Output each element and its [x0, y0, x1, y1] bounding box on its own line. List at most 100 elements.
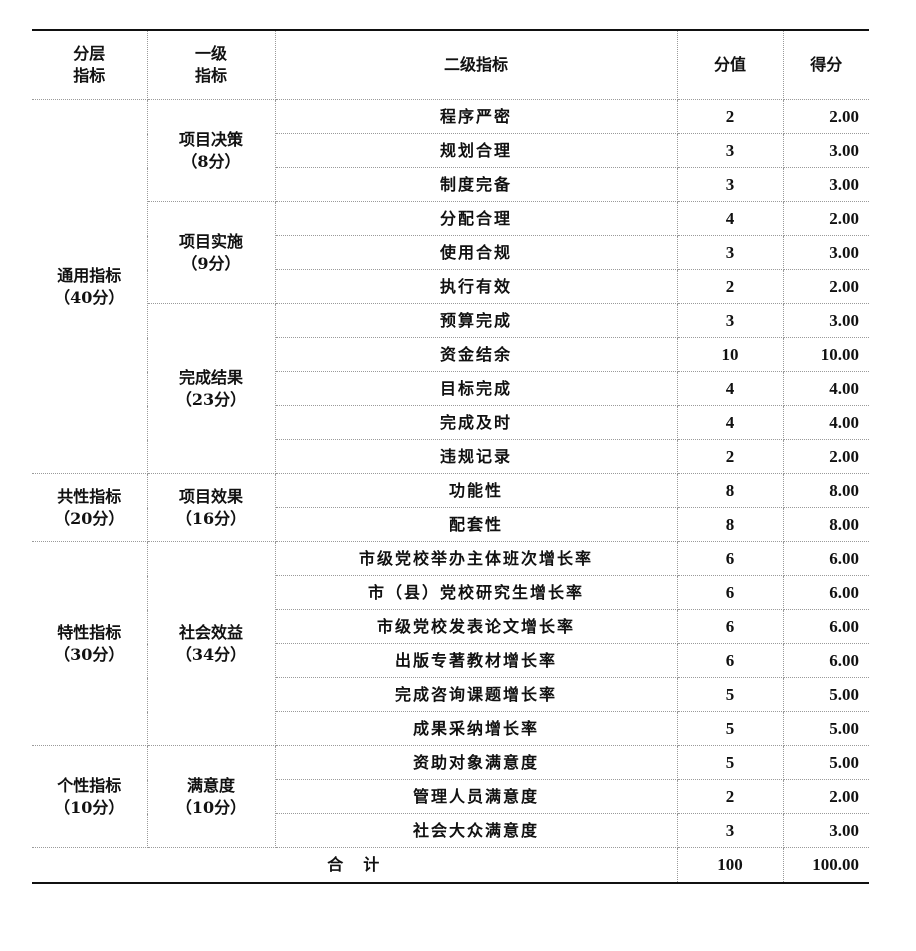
level2-indicator-cell: 出版专著教材增长率 — [275, 643, 678, 678]
table-row: 规划合理 3 3.00 — [32, 133, 869, 168]
score-cell: 2.00 — [782, 779, 869, 814]
points-cell: 3 — [676, 167, 784, 202]
level2-indicator-cell: 完成咨询课题增长率 — [275, 677, 678, 712]
score-cell: 5.00 — [782, 711, 869, 746]
score-cell: 2.00 — [782, 99, 869, 134]
level1-cell: 项目决策 （8分） — [146, 99, 276, 202]
table-row: 使用合规 3 3.00 — [32, 235, 869, 270]
layer-cell: 共性指标 （20分） — [32, 473, 148, 542]
table-row: 个性指标 （10分） 满意度 （10分） 资助对象满意度 5 5.00 — [32, 745, 869, 848]
level1-cell: 满意度 （10分） — [146, 745, 276, 848]
score-cell: 6.00 — [782, 575, 869, 610]
points-cell: 6 — [676, 541, 784, 576]
points-cell: 2 — [676, 439, 784, 474]
layer-cell: 特性指标 （30分） — [32, 541, 148, 746]
score-cell: 3.00 — [782, 167, 869, 202]
score-cell: 4.00 — [782, 371, 869, 406]
score-cell: 6.00 — [782, 609, 869, 644]
table-row: 管理人员满意度 2 2.00 — [32, 779, 869, 814]
table-row: 配套性 8 8.00 — [32, 507, 869, 542]
points-cell: 6 — [676, 575, 784, 610]
points-cell: 3 — [676, 303, 784, 338]
level2-indicator-cell: 违规记录 — [275, 439, 678, 474]
points-cell: 5 — [676, 711, 784, 746]
level2-indicator-cell: 功能性 — [274, 473, 678, 508]
points-cell: 4 — [676, 405, 784, 440]
header-score: 得分 — [782, 29, 869, 100]
level2-indicator-cell: 市级党校发表论文增长率 — [275, 609, 678, 644]
score-cell: 3.00 — [782, 303, 869, 338]
total-label: 合 计 — [32, 847, 678, 884]
table-row: 完成结果 （23分） 预算完成 3 3.00 — [32, 303, 869, 474]
header-layer: 分层 指标 — [32, 29, 148, 100]
table-row: 通用指标 （40分） 项目决策 （8分） 程序严密 2 2.00 — [32, 99, 869, 474]
level2-indicator-cell: 市级党校举办主体班次增长率 — [274, 541, 678, 576]
points-cell: 4 — [676, 371, 784, 406]
table-row: 违规记录 2 2.00 — [32, 439, 869, 474]
header-points: 分值 — [676, 29, 784, 100]
level2-indicator-cell: 预算完成 — [274, 303, 678, 338]
level2-indicator-cell: 分配合理 — [274, 201, 678, 236]
header-level1: 一级 指标 — [146, 29, 276, 100]
level2-indicator-cell: 配套性 — [275, 507, 678, 542]
table-row: 特性指标 （30分） 社会效益 （34分） 市级党校举办主体班次增长率 6 6.00 — [32, 541, 869, 746]
level2-indicator-cell: 管理人员满意度 — [275, 779, 678, 814]
score-cell: 8.00 — [782, 473, 869, 508]
layer-cell: 通用指标 （40分） — [32, 99, 148, 474]
level2-indicator-cell: 目标完成 — [275, 371, 678, 406]
score-cell: 2.00 — [782, 439, 869, 474]
score-cell: 6.00 — [782, 541, 869, 576]
points-cell: 4 — [676, 201, 784, 236]
points-cell: 10 — [676, 337, 784, 372]
level1-cell: 完成结果 （23分） — [147, 303, 276, 474]
level1-cell: 项目效果 （16分） — [146, 473, 276, 542]
table-row: 目标完成 4 4.00 — [32, 371, 869, 406]
table-row: 执行有效 2 2.00 — [32, 269, 869, 304]
points-cell: 5 — [676, 677, 784, 712]
table-row: 市（县）党校研究生增长率 6 6.00 — [32, 575, 869, 610]
score-cell: 6.00 — [782, 643, 869, 678]
points-cell: 8 — [676, 507, 784, 542]
score-cell: 5.00 — [782, 745, 869, 780]
points-cell: 3 — [676, 235, 784, 270]
points-cell: 2 — [676, 99, 784, 134]
points-cell: 2 — [676, 779, 784, 814]
level2-indicator-cell: 程序严密 — [274, 99, 678, 134]
level2-indicator-cell: 资金结余 — [275, 337, 678, 372]
score-cell: 4.00 — [782, 405, 869, 440]
score-cell: 5.00 — [782, 677, 869, 712]
level2-indicator-cell: 市（县）党校研究生增长率 — [275, 575, 678, 610]
performance-score-table: 分层 指标 一级 指标 二级指标 分值 得分 通用指标 （40分） 项目决策 （8… — [32, 29, 869, 884]
level2-indicator-cell: 成果采纳增长率 — [275, 711, 678, 746]
table-row: 市级党校发表论文增长率 6 6.00 — [32, 609, 869, 644]
points-cell: 3 — [676, 813, 784, 848]
total-score: 100.00 — [782, 847, 869, 884]
table-row: 完成咨询课题增长率 5 5.00 — [32, 677, 869, 712]
level1-cell: 社会效益 （34分） — [146, 541, 276, 746]
level2-indicator-cell: 社会大众满意度 — [275, 813, 678, 848]
points-cell: 3 — [676, 133, 784, 168]
level2-indicator-cell: 使用合规 — [275, 235, 678, 270]
score-cell: 10.00 — [782, 337, 869, 372]
points-cell: 5 — [676, 745, 784, 780]
score-cell: 8.00 — [782, 507, 869, 542]
table-row: 成果采纳增长率 5 5.00 — [32, 711, 869, 746]
points-cell: 2 — [676, 269, 784, 304]
level2-indicator-cell: 规划合理 — [275, 133, 678, 168]
points-cell: 6 — [676, 643, 784, 678]
header-level2: 二级指标 — [274, 29, 678, 100]
table-row: 共性指标 （20分） 项目效果 （16分） 功能性 8 8.00 — [32, 473, 869, 542]
total-points: 100 — [676, 847, 784, 884]
level2-indicator-cell: 完成及时 — [275, 405, 678, 440]
level1-cell: 项目实施 （9分） — [147, 201, 276, 304]
score-cell: 3.00 — [782, 133, 869, 168]
score-cell: 2.00 — [782, 269, 869, 304]
level2-indicator-cell: 执行有效 — [275, 269, 678, 304]
layer-cell: 个性指标 （10分） — [32, 745, 148, 848]
level2-indicator-cell: 制度完备 — [275, 167, 678, 202]
level2-indicator-cell: 资助对象满意度 — [274, 745, 678, 780]
score-cell: 2.00 — [782, 201, 869, 236]
header-row: 分层 指标 一级 指标 二级指标 分值 得分 — [32, 29, 869, 100]
points-cell: 8 — [676, 473, 784, 508]
total-row: 合 计 100 100.00 — [32, 847, 869, 884]
